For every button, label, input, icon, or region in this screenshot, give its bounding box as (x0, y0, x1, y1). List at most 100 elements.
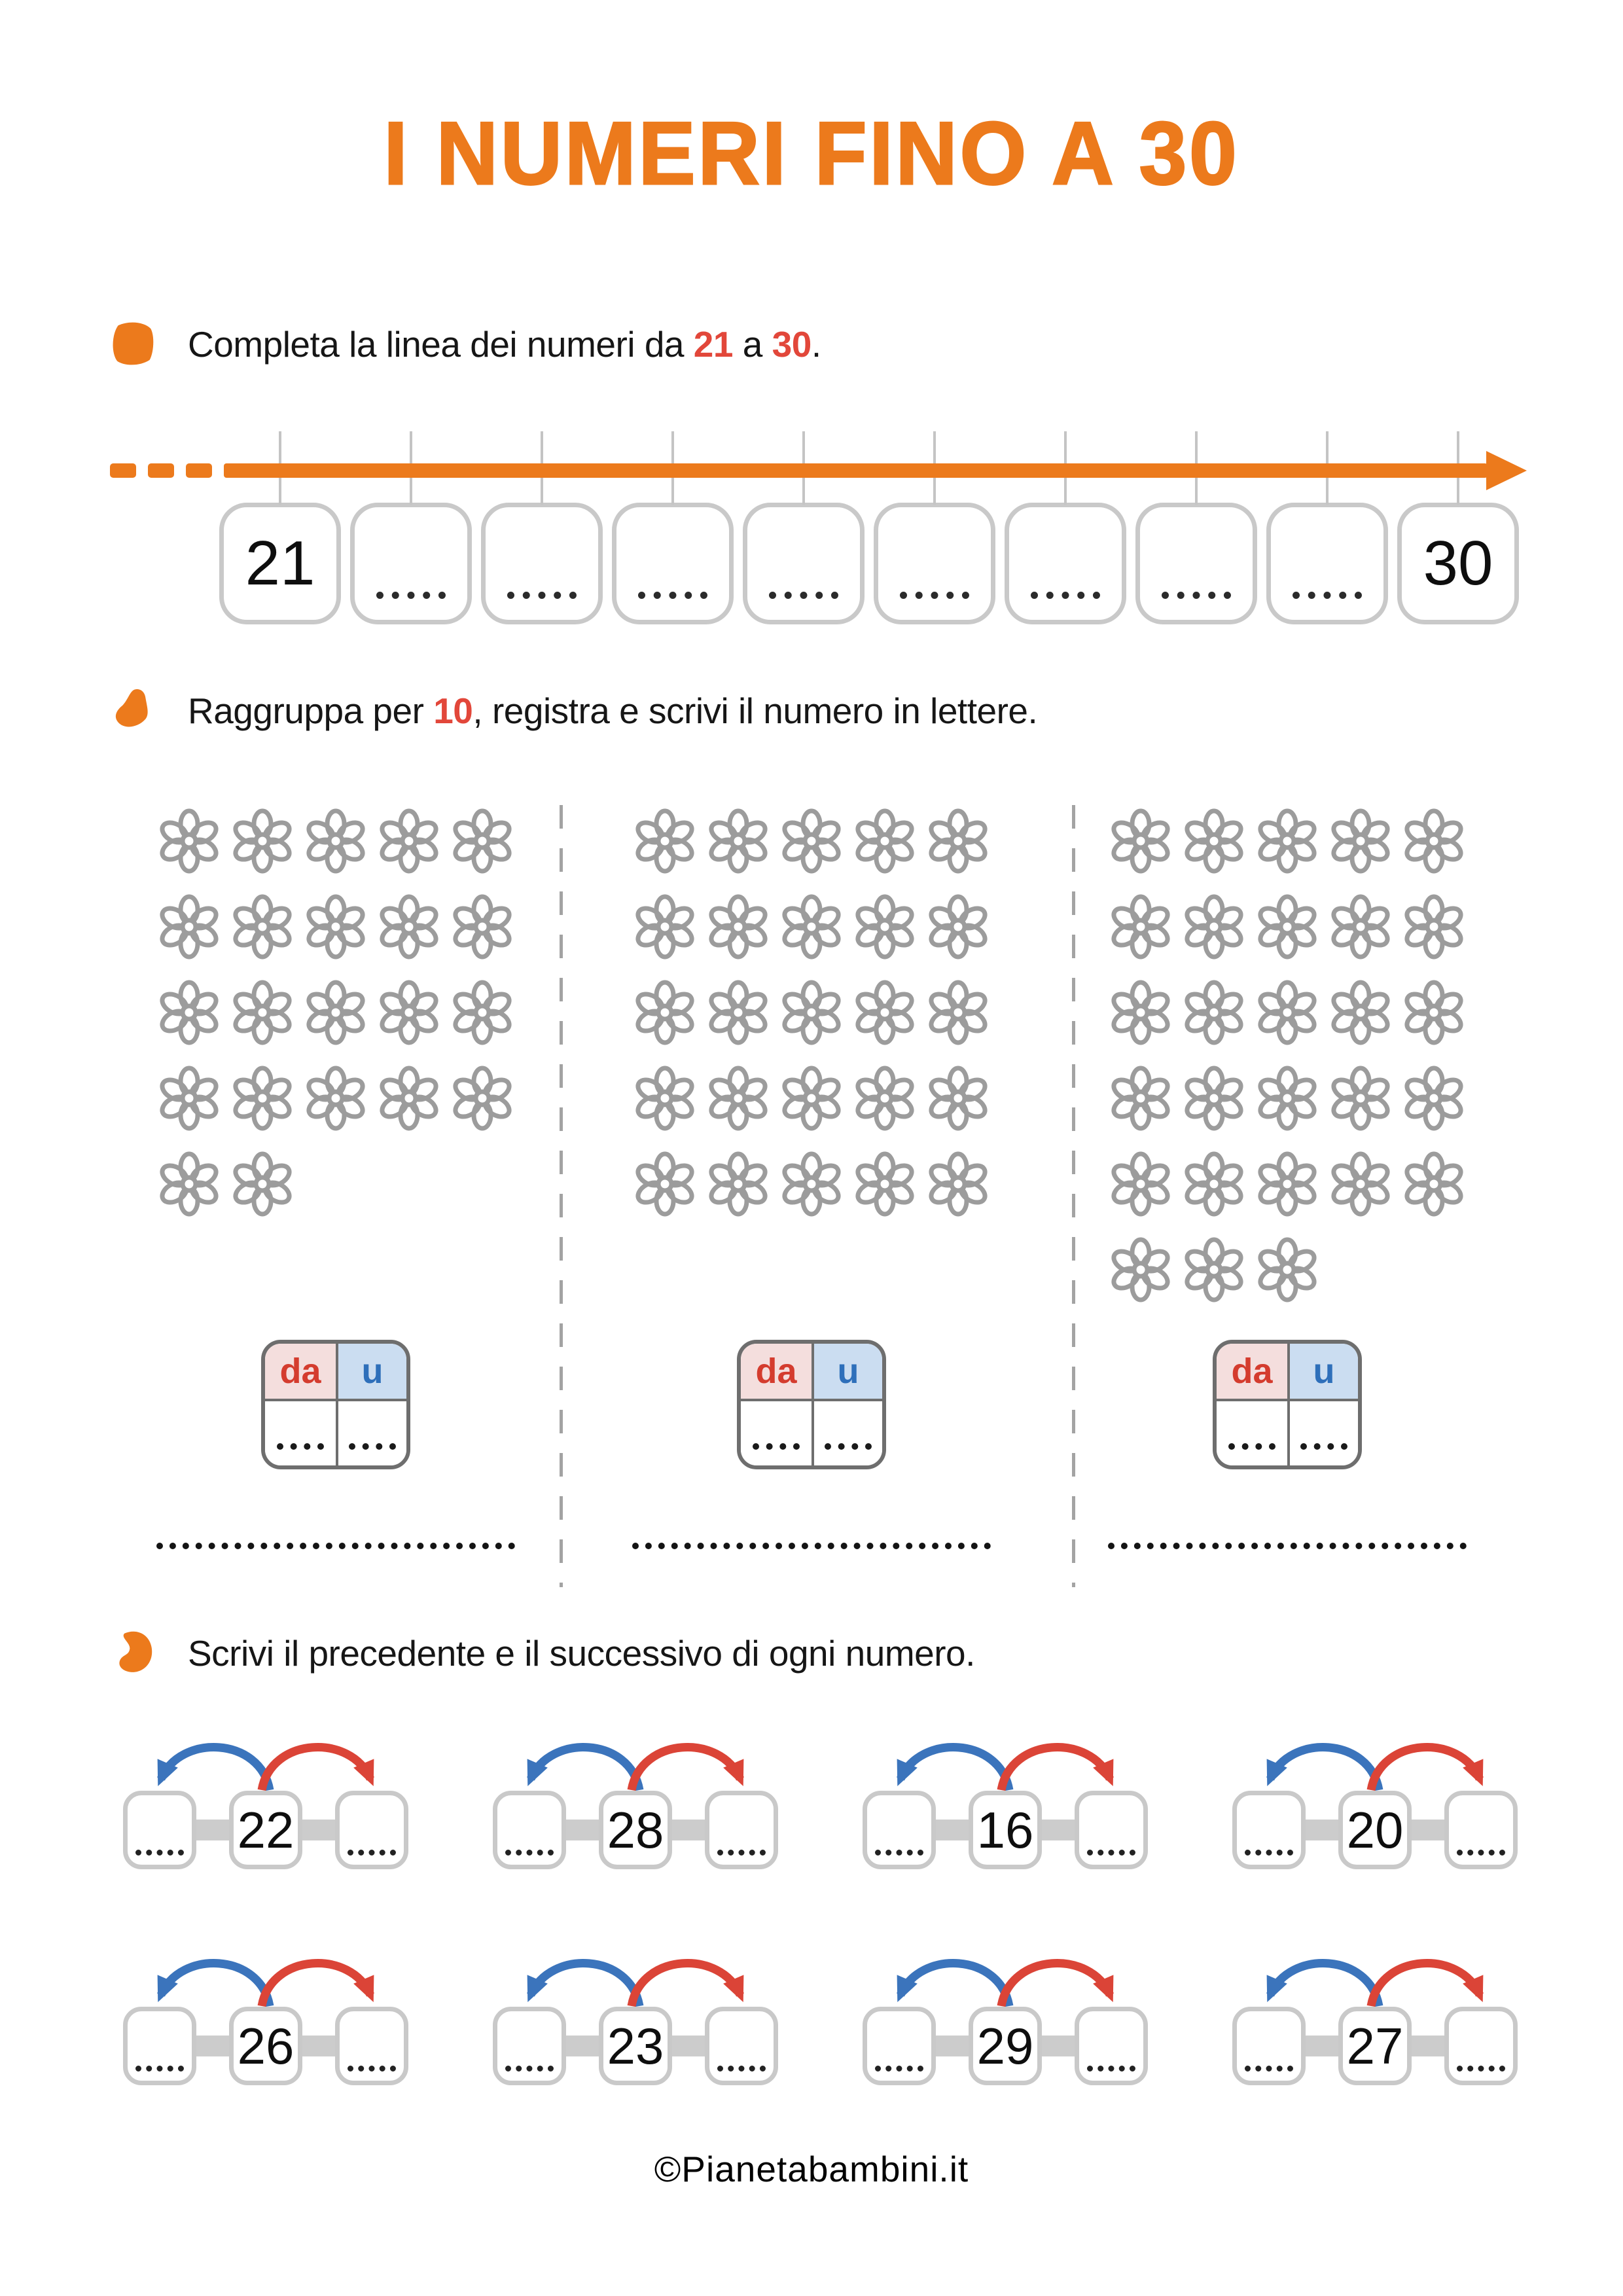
successor-box[interactable] (705, 1791, 778, 1869)
flower-icon (1258, 894, 1317, 960)
tens-answer-cell[interactable] (265, 1399, 336, 1465)
flower-row (156, 894, 515, 960)
flower-icon (782, 808, 841, 874)
given-number: 16 (976, 1801, 1034, 1859)
dotted-writing-line (638, 592, 707, 599)
dashed-divider (560, 805, 563, 1587)
units-answer-cell[interactable] (336, 1399, 406, 1465)
flower-icon (453, 1066, 512, 1131)
successor-box[interactable] (1444, 1791, 1518, 1869)
dotted-writing-line (875, 2066, 923, 2072)
units-answer-cell[interactable] (812, 1399, 882, 1465)
dotted-writing-line (717, 2066, 766, 2072)
successor-box[interactable] (1075, 1791, 1148, 1869)
successor-box[interactable] (1444, 2007, 1518, 2085)
flower-icon (160, 1066, 219, 1131)
tens-answer-cell[interactable] (1217, 1399, 1287, 1465)
predecessor-box[interactable] (1232, 2007, 1306, 2085)
number-line-box-empty[interactable] (612, 431, 734, 624)
predecessor-arrow-icon (527, 1959, 644, 2007)
arrow-dash (110, 463, 136, 478)
flower-icon (1185, 980, 1243, 1045)
successor-box[interactable] (335, 1791, 408, 1869)
flower-row (156, 1151, 515, 1217)
dotted-writing-line (349, 1443, 396, 1450)
flower-icon (1404, 808, 1463, 874)
flower-icon (1331, 894, 1390, 960)
flower-row (156, 1066, 515, 1131)
number-line-box-empty[interactable] (1135, 431, 1257, 624)
units-header-cell: u (336, 1344, 406, 1399)
flower-icon (1258, 1151, 1317, 1217)
given-number: 28 (607, 1801, 664, 1859)
number-line-box-empty[interactable] (1266, 431, 1388, 624)
number-line-box-empty[interactable] (481, 431, 603, 624)
number-line-box-empty[interactable] (743, 431, 865, 624)
flower-row (156, 980, 515, 1045)
flower-icon (1185, 1237, 1243, 1302)
number-line-box-filled: 30 (1397, 431, 1519, 624)
grouping-section: da u da u da u (98, 805, 1525, 1587)
tens-answer-cell[interactable] (741, 1399, 812, 1465)
flower-icon (306, 894, 365, 960)
arc-arrows (1266, 1743, 1484, 1791)
flower-icon (160, 894, 219, 960)
flower-icon (1258, 1066, 1317, 1131)
dotted-writing-line (1228, 1443, 1275, 1450)
dotted-writing-line (348, 1850, 396, 1856)
number-line-arrow (110, 451, 1527, 490)
flower-icon (233, 980, 292, 1045)
range-end-number: 30 (772, 324, 812, 365)
predecessor-box[interactable] (863, 2007, 936, 2085)
number-line-box-empty[interactable] (874, 431, 995, 624)
prev-next-item: 22 (123, 1733, 408, 1869)
dotted-writing-line (753, 1443, 800, 1450)
predecessor-box[interactable] (493, 2007, 566, 2085)
box-connector (936, 1820, 969, 1840)
dotted-writing-line (135, 2066, 184, 2072)
exercise3-instruction-text: Scrivi il precedente e il successivo di … (188, 1633, 975, 1674)
box-connector (1412, 1820, 1444, 1840)
prev-next-grid: 22 28 16 (123, 1733, 1518, 2085)
predecessor-box[interactable] (493, 1791, 566, 1869)
successor-box[interactable] (335, 2007, 408, 2085)
box-connector (1306, 2036, 1338, 2056)
given-number: 27 (1346, 2017, 1404, 2075)
prev-next-boxes: 23 (493, 2007, 778, 2085)
successor-box[interactable] (705, 2007, 778, 2085)
flower-icon (929, 808, 988, 874)
tens-units-table: da u (261, 1340, 410, 1469)
arc-arrows (527, 1743, 744, 1791)
predecessor-box[interactable] (1232, 1791, 1306, 1869)
flower-icon (380, 1066, 438, 1131)
flower-row (632, 980, 991, 1045)
flower-icon (1185, 1151, 1243, 1217)
prev-next-item: 26 (123, 1949, 408, 2085)
flower-icon (635, 1066, 694, 1131)
flower-icon (306, 980, 365, 1045)
bullet-bean-icon (119, 1631, 152, 1672)
flower-icon (1111, 980, 1170, 1045)
arc-arrows (157, 1959, 374, 2007)
dotted-writing-line (348, 2066, 396, 2072)
units-answer-cell[interactable] (1287, 1399, 1358, 1465)
word-answer-line[interactable] (156, 1543, 515, 1549)
range-start-number: 21 (693, 324, 734, 365)
box-connector (196, 1820, 229, 1840)
number-label: 21 (245, 528, 315, 598)
number-line-box-empty[interactable] (350, 431, 472, 624)
dotted-writing-line (900, 592, 969, 599)
number-line-box-empty[interactable] (1005, 431, 1126, 624)
prev-next-boxes: 16 (863, 1791, 1148, 1869)
successor-arrow-icon (257, 1959, 374, 2007)
dotted-writing-line (1293, 592, 1362, 599)
predecessor-box[interactable] (123, 2007, 196, 2085)
dotted-writing-line (376, 592, 446, 599)
successor-box[interactable] (1075, 2007, 1148, 2085)
arrow-dash (186, 463, 212, 478)
word-answer-line[interactable] (632, 1543, 991, 1549)
word-answer-line[interactable] (1108, 1543, 1467, 1549)
predecessor-box[interactable] (123, 1791, 196, 1869)
flower-icon (929, 1066, 988, 1131)
predecessor-box[interactable] (863, 1791, 936, 1869)
